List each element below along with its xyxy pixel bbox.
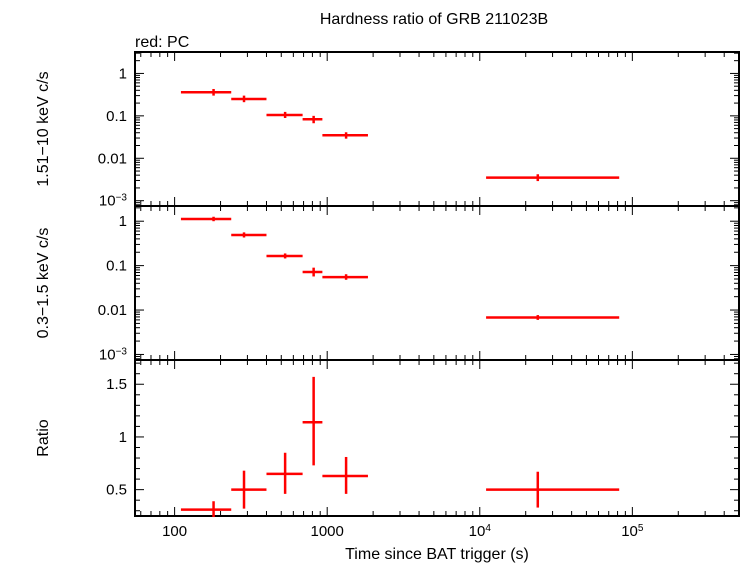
panel-2: 1 0.1 0.01 10−3 0.3−1.5 keV c/s bbox=[35, 205, 740, 364]
chart-subtitle: red: PC bbox=[135, 34, 189, 51]
data-point bbox=[231, 232, 267, 238]
panel-1: 1 0.1 0.01 10−3 1.51−10 keV c/s bbox=[35, 51, 740, 210]
y-tick-label: 0.01 bbox=[98, 150, 127, 167]
data-point bbox=[322, 132, 368, 139]
data-point bbox=[486, 315, 620, 320]
y-tick-label: 10−3 bbox=[99, 192, 128, 210]
data-point bbox=[302, 267, 323, 277]
y-tick-label: 1.5 bbox=[106, 376, 127, 393]
data-point bbox=[302, 376, 323, 466]
x-axis-label: Time since BAT trigger (s) bbox=[345, 546, 529, 563]
data-point bbox=[302, 115, 323, 124]
panel-3: 1.5 1 0.5 Ratio bbox=[35, 359, 740, 518]
data-point bbox=[266, 111, 303, 119]
y-tick-label: 0.01 bbox=[98, 302, 127, 319]
x-tick-label: 105 bbox=[621, 523, 644, 541]
data-point bbox=[322, 456, 368, 494]
data-point bbox=[486, 174, 620, 182]
x-tick-label: 104 bbox=[469, 523, 492, 541]
data-point bbox=[231, 95, 267, 103]
data-point bbox=[322, 274, 368, 280]
y-tick-label: 1 bbox=[119, 429, 127, 446]
panel-frame bbox=[134, 359, 740, 517]
data-point bbox=[180, 216, 232, 222]
chart-title: Hardness ratio of GRB 211023B bbox=[320, 11, 548, 28]
x-tick-labels: 100 1000 104 105 bbox=[162, 523, 644, 541]
x-tick-label: 1000 bbox=[311, 523, 344, 540]
data-point bbox=[266, 253, 303, 259]
y-tick-label: 0.5 bbox=[106, 482, 127, 499]
y-axis-label: 1.51−10 keV c/s bbox=[35, 71, 52, 186]
x-tick-label: 100 bbox=[162, 523, 187, 540]
y-tick-label: 0.1 bbox=[106, 108, 127, 125]
data-point bbox=[486, 471, 620, 508]
data-point bbox=[266, 452, 303, 494]
y-tick-label: 0.1 bbox=[106, 258, 127, 275]
y-axis-label: 0.3−1.5 keV c/s bbox=[35, 228, 52, 339]
data-point bbox=[180, 88, 232, 96]
data-point bbox=[180, 501, 232, 518]
y-tick-label: 10−3 bbox=[99, 346, 128, 364]
y-axis-label: Ratio bbox=[35, 419, 52, 456]
panel-frame bbox=[134, 205, 740, 361]
data-point bbox=[231, 470, 267, 509]
y-tick-label: 1 bbox=[119, 213, 127, 230]
y-tick-label: 1 bbox=[119, 65, 127, 82]
panel-frame bbox=[134, 51, 740, 207]
